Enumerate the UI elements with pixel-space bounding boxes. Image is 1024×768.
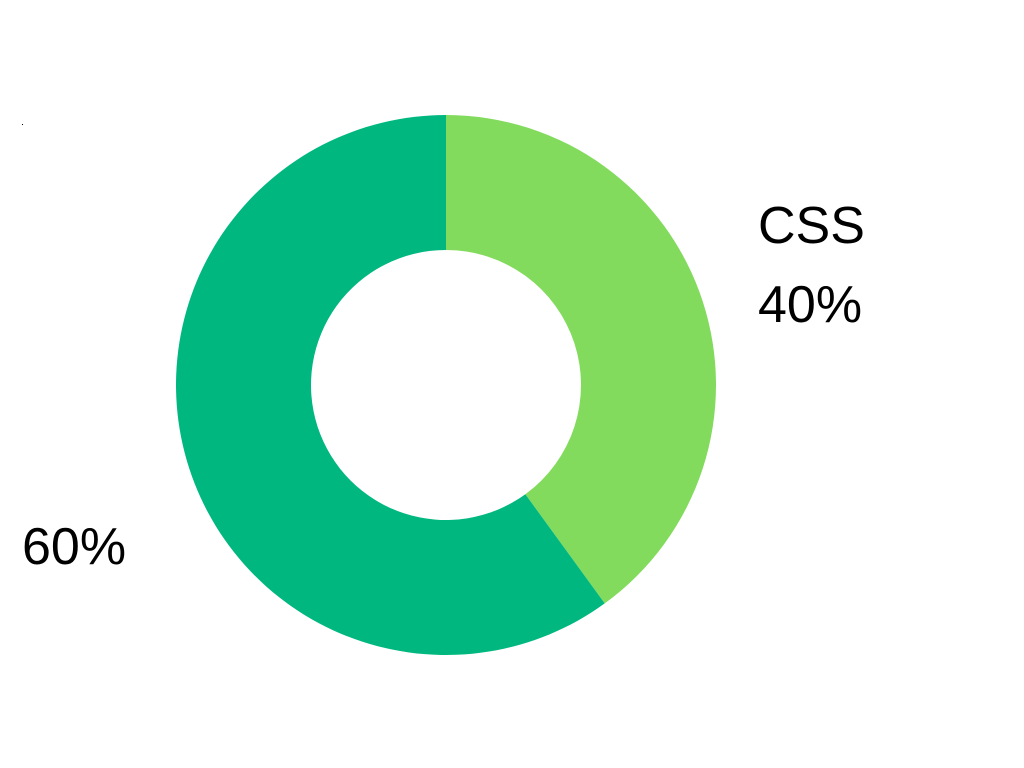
slice-label-css: CSS 40%	[758, 200, 865, 331]
stray-dot	[22, 124, 23, 125]
slice-label-other: 60%	[22, 521, 126, 573]
donut-slice-other	[176, 115, 605, 655]
slice-percent-css: 40%	[758, 276, 863, 334]
donut-slice-css	[446, 115, 717, 604]
slice-name-css: CSS	[758, 197, 865, 255]
slice-percent-other: 60%	[22, 518, 127, 576]
donut-slices	[176, 115, 717, 655]
